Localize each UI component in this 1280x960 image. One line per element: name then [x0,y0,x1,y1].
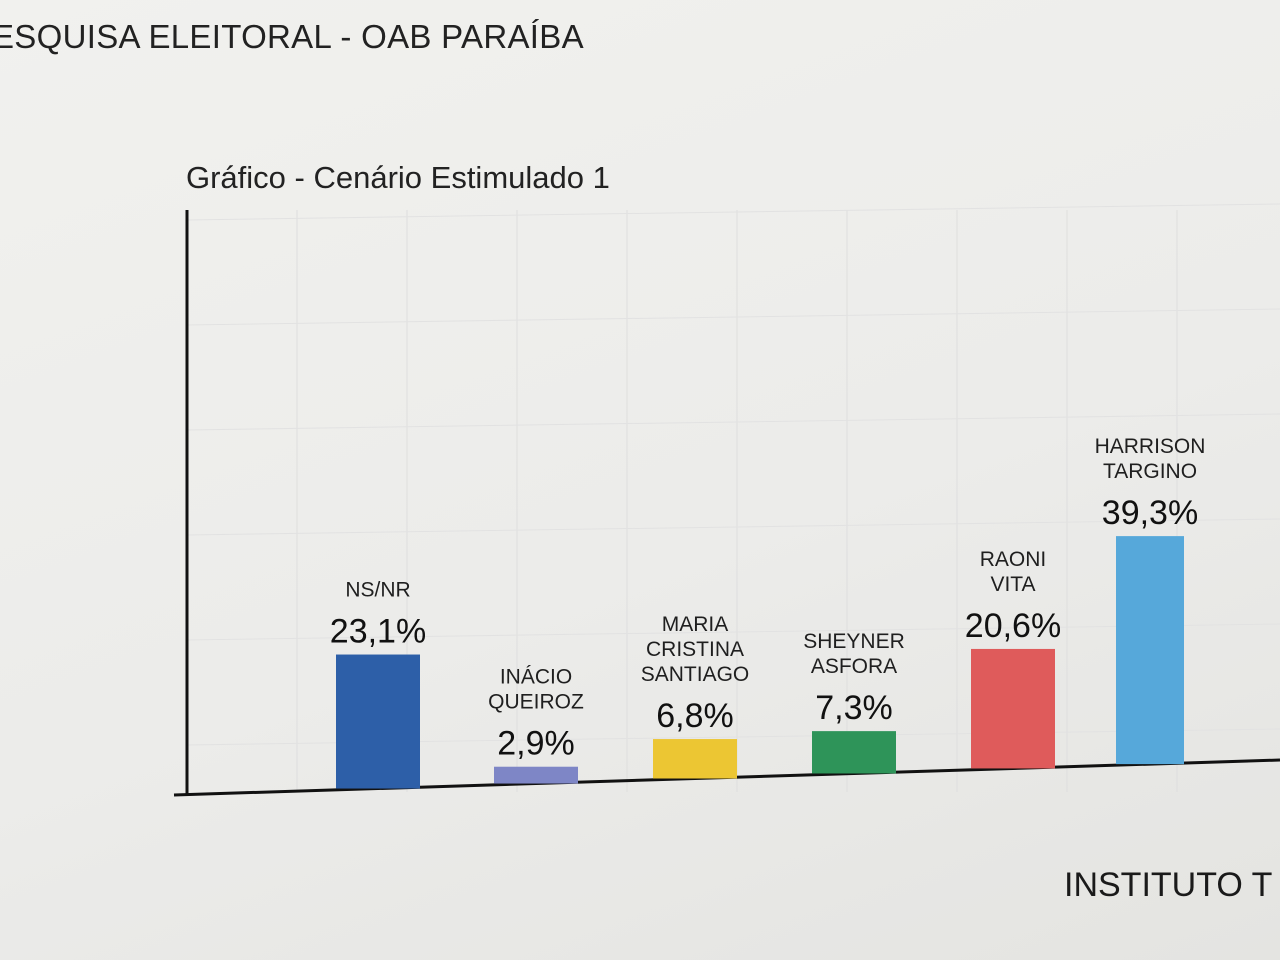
footer-text: INSTITUTO T [1064,866,1273,904]
grid-line-horizontal [186,308,1280,326]
bar [971,648,1055,769]
category-label: RAONI [980,548,1047,571]
category-label: QUEIROZ [488,691,584,714]
category-label: SHEYNER [803,630,905,653]
grid-line-horizontal [186,518,1280,536]
category-label: CRISTINA [646,638,744,661]
bar-value-label: 6,8% [656,697,734,735]
grid-line-horizontal [186,413,1280,431]
category-label: HARRISON [1095,435,1206,458]
category-label: TARGINO [1103,460,1197,483]
category-label: MARIA [662,613,729,636]
chart-title: Gráfico - Cenário Estimulado 1 [186,160,610,195]
bar [494,766,578,784]
chart-grid [186,203,1280,792]
bar-value-label: 2,9% [497,725,575,763]
bar-value-label: 7,3% [815,689,893,727]
bar-value-label: 39,3% [1102,494,1198,532]
bar-value-label: 20,6% [965,607,1061,645]
grid-line-horizontal [186,623,1280,641]
document-header: ESQUISA ELEITORAL - OAB PARAÍBA [0,18,584,55]
bar [812,731,896,774]
category-label: INÁCIO [500,666,572,689]
bar [653,739,737,779]
bar [1116,536,1184,765]
grid-line-horizontal [186,203,1280,221]
category-label: NS/NR [345,579,410,602]
category-label: SANTIAGO [641,663,750,686]
category-label: ASFORA [811,655,897,678]
bar [336,654,420,789]
bar-value-label: 23,1% [330,613,426,651]
category-label: VITA [990,573,1035,596]
